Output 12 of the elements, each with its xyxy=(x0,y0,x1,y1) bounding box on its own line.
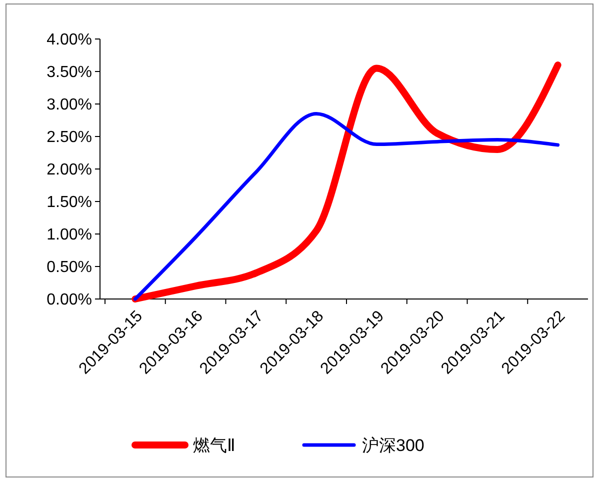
y-tick-label: 2.50% xyxy=(46,129,92,146)
legend-label: 燃气Ⅱ xyxy=(193,436,235,455)
y-tick-label: 1.50% xyxy=(46,194,92,212)
line-series xyxy=(133,112,560,301)
y-tick-label: 1.00% xyxy=(46,226,92,244)
y-tick-label: 4.00% xyxy=(46,32,92,49)
legend-label: 沪深300 xyxy=(362,436,424,455)
y-tick-label: 3.50% xyxy=(46,64,92,82)
y-tick-label: 2.00% xyxy=(46,162,92,179)
y-tick-label: 3.00% xyxy=(46,96,92,114)
y-tick-label: 0.50% xyxy=(46,259,92,276)
y-tick-label: 0.00% xyxy=(46,292,92,309)
